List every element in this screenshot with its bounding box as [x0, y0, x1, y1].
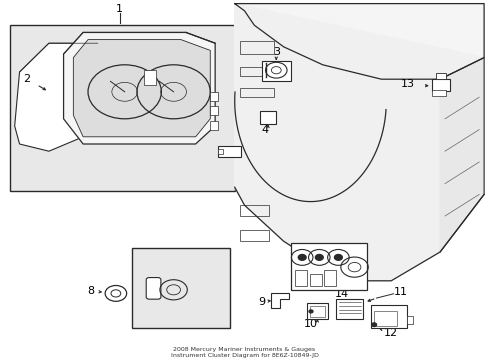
- Bar: [370, 305, 407, 328]
- Bar: [373, 311, 396, 326]
- Text: 12: 12: [384, 328, 397, 338]
- Circle shape: [371, 323, 376, 327]
- Text: 10: 10: [303, 319, 317, 329]
- FancyBboxPatch shape: [146, 278, 161, 299]
- Bar: [239, 41, 273, 54]
- Text: 7: 7: [143, 256, 150, 266]
- Bar: [431, 90, 446, 96]
- Text: 8: 8: [87, 286, 94, 296]
- Bar: [324, 270, 336, 286]
- Bar: [309, 306, 325, 317]
- Polygon shape: [439, 58, 483, 252]
- Circle shape: [308, 310, 312, 313]
- Text: 11: 11: [393, 287, 407, 297]
- Circle shape: [298, 255, 305, 260]
- Polygon shape: [63, 32, 215, 144]
- Circle shape: [334, 255, 342, 260]
- Bar: [294, 270, 306, 286]
- Text: 14: 14: [335, 289, 348, 300]
- Bar: [210, 121, 217, 130]
- Polygon shape: [234, 4, 483, 281]
- Bar: [239, 88, 273, 97]
- Bar: [407, 316, 412, 324]
- Text: 1: 1: [116, 4, 123, 14]
- Bar: [239, 230, 268, 241]
- Text: 6: 6: [177, 321, 184, 331]
- Bar: [431, 79, 449, 91]
- Text: 2: 2: [23, 74, 30, 84]
- Bar: [239, 205, 268, 216]
- Text: 3: 3: [272, 47, 279, 57]
- Bar: [309, 274, 321, 286]
- Bar: [261, 61, 290, 81]
- Circle shape: [315, 255, 323, 260]
- Polygon shape: [73, 40, 210, 137]
- Bar: [336, 299, 363, 319]
- Text: 13: 13: [401, 78, 414, 89]
- Text: 5: 5: [232, 149, 239, 159]
- Bar: [239, 67, 273, 76]
- Bar: [217, 146, 241, 157]
- Bar: [290, 243, 366, 290]
- Bar: [144, 70, 156, 85]
- Polygon shape: [234, 4, 483, 79]
- Bar: [306, 303, 327, 319]
- Bar: [132, 248, 229, 328]
- Polygon shape: [271, 293, 289, 308]
- Text: 9: 9: [258, 297, 264, 307]
- Text: 4: 4: [261, 125, 268, 135]
- Polygon shape: [15, 43, 102, 151]
- Bar: [10, 25, 234, 191]
- Bar: [260, 111, 275, 124]
- Bar: [217, 149, 223, 154]
- Bar: [210, 106, 217, 115]
- Text: 2008 Mercury Mariner Instruments & Gauges
Instrument Cluster Diagram for 8E6Z-10: 2008 Mercury Mariner Instruments & Gauge…: [170, 347, 318, 358]
- Bar: [210, 92, 217, 101]
- Bar: [435, 73, 446, 79]
